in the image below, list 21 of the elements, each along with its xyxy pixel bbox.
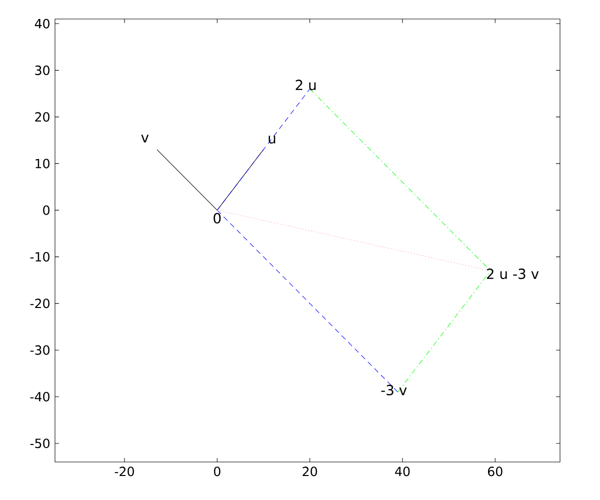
y-tick-label: 10 bbox=[36, 158, 50, 168]
x-tick-label: 60 bbox=[488, 466, 502, 476]
y-tick-label: -30 bbox=[30, 345, 50, 355]
y-tick-label: -10 bbox=[30, 252, 50, 262]
y-tick-label: -20 bbox=[30, 298, 50, 308]
x-tick-label: 40 bbox=[395, 466, 410, 476]
y-tick-label: -40 bbox=[30, 392, 50, 402]
annotation: v bbox=[141, 134, 149, 142]
annotation: 0 bbox=[214, 212, 221, 224]
y-tick-label: 30 bbox=[35, 66, 50, 76]
annotation: 2 u bbox=[296, 80, 316, 90]
annotation: 2 u -3 v bbox=[486, 268, 539, 280]
y-tick-label: -50 bbox=[30, 438, 50, 448]
y-tick-label: 0 bbox=[43, 205, 50, 215]
annotation: u bbox=[268, 136, 276, 144]
y-tick-label: 20 bbox=[35, 112, 50, 122]
x-tick-label: -20 bbox=[114, 466, 134, 476]
x-tick-label: 20 bbox=[302, 466, 318, 476]
annotation: -3 v bbox=[381, 384, 407, 396]
y-tick-label: 40 bbox=[34, 18, 50, 28]
x-tick-label: 0 bbox=[214, 466, 220, 476]
